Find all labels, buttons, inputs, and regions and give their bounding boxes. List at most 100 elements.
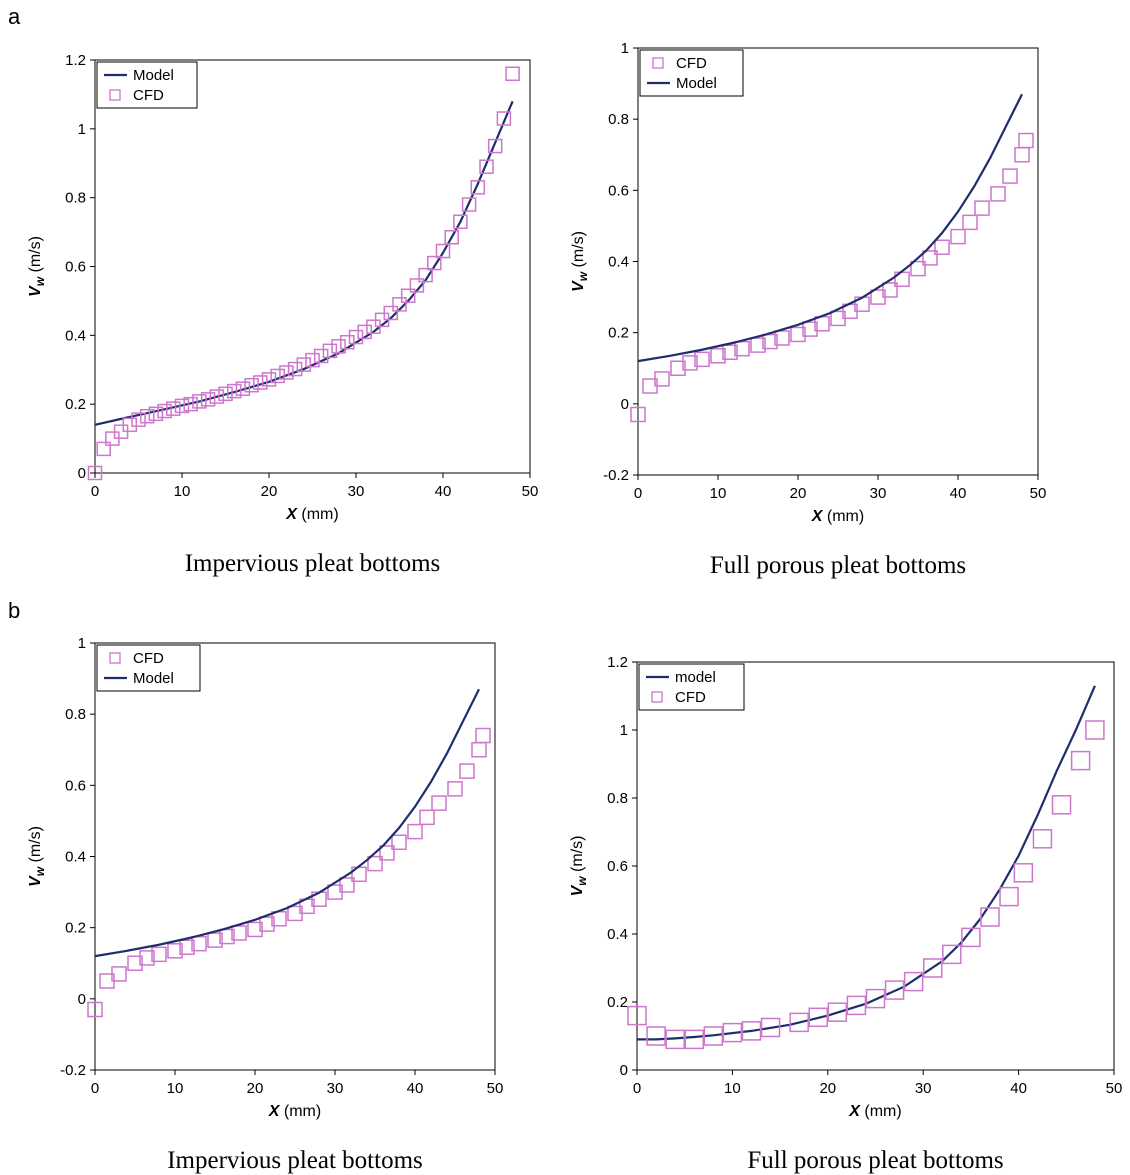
plot-frame bbox=[636, 661, 1115, 1071]
y-tick-label: 0.4 bbox=[608, 254, 629, 271]
legend-label-model: Model bbox=[676, 75, 717, 92]
data-point-cfd bbox=[962, 214, 978, 231]
y-tick-label: 0.6 bbox=[607, 858, 628, 875]
x-axis-label: X (mm) bbox=[848, 1103, 901, 1120]
panel-caption: Impervious pleat bottoms bbox=[167, 1147, 423, 1174]
legend: CFD Model bbox=[639, 49, 744, 97]
x-tick-label: 30 bbox=[915, 1080, 932, 1097]
legend-label-model: Model bbox=[133, 67, 174, 84]
data-point-cfd bbox=[200, 392, 216, 407]
data-point-cfd bbox=[219, 928, 235, 945]
legend-label-cfd: CFD bbox=[133, 650, 164, 667]
x-tick-label: 20 bbox=[819, 1080, 836, 1097]
data-point-cfd bbox=[802, 321, 818, 337]
legend-swatch-square bbox=[109, 89, 121, 101]
chart-a-full-porous: 0 10 20 30 40 50 -0.2 0 0.2 0.4 0.6 0.8 1 X (mm) Vw (m… bbox=[570, 40, 1046, 579]
data-point-cfd bbox=[418, 267, 433, 283]
data-point-cfd bbox=[383, 305, 399, 321]
data-point-cfd bbox=[630, 406, 646, 423]
data-point-cfd bbox=[167, 943, 183, 959]
chart-b-impervious: 0 10 20 30 40 50 -0.2 0 0.2 0.4 0.6 0.8 1 X (mm) Vw (m… bbox=[27, 635, 503, 1174]
data-point-cfd bbox=[505, 66, 520, 82]
data-point-cfd bbox=[453, 214, 468, 230]
x-axis-label: X (mm) bbox=[268, 1103, 321, 1120]
data-point-cfd bbox=[407, 823, 423, 840]
legend-swatch-square bbox=[652, 57, 664, 69]
panel-caption: Full porous pleat bottoms bbox=[710, 552, 966, 579]
series-line-model bbox=[94, 688, 480, 958]
data-point-cfd bbox=[479, 159, 494, 174]
x-tick-label: 20 bbox=[247, 1080, 264, 1097]
series-line-model bbox=[637, 685, 1096, 1041]
data-point-cfd bbox=[392, 297, 407, 312]
data-point-cfd bbox=[96, 441, 111, 457]
data-point-cfd bbox=[665, 1029, 685, 1050]
y-tick-label: 0.6 bbox=[608, 182, 629, 199]
data-point-cfd bbox=[722, 344, 738, 360]
series-cfd bbox=[627, 720, 1105, 1050]
x-tick-label: 10 bbox=[174, 483, 191, 500]
data-point-cfd bbox=[774, 330, 790, 346]
series-model bbox=[637, 685, 1096, 1041]
data-point-cfd bbox=[950, 228, 966, 245]
data-point-cfd bbox=[627, 1005, 647, 1026]
legend-label-cfd: CFD bbox=[676, 55, 707, 72]
data-point-cfd bbox=[148, 406, 164, 422]
data-point-cfd bbox=[461, 197, 477, 212]
y-tick-label: 0.4 bbox=[607, 926, 628, 943]
data-point-cfd bbox=[367, 855, 383, 872]
data-point-cfd bbox=[87, 1001, 103, 1018]
x-tick-label: 10 bbox=[724, 1080, 741, 1097]
y-tick-label: 0.8 bbox=[65, 706, 86, 723]
x-tick-label: 40 bbox=[950, 485, 967, 502]
x-tick-label: 40 bbox=[435, 483, 452, 500]
data-point-cfd bbox=[884, 980, 905, 1000]
x-tick-label: 40 bbox=[1010, 1080, 1027, 1097]
data-point-cfd bbox=[157, 403, 172, 419]
data-point-cfd bbox=[722, 1022, 743, 1043]
data-point-cfd bbox=[209, 389, 225, 404]
data-point-cfd bbox=[646, 1026, 666, 1046]
data-point-cfd bbox=[331, 339, 346, 354]
data-point-cfd bbox=[703, 1026, 724, 1046]
y-tick-label: 0 bbox=[78, 991, 86, 1008]
y-axis-label: Vw (m/s) bbox=[569, 836, 589, 897]
series-cfd bbox=[87, 727, 491, 1018]
data-point-cfd bbox=[470, 180, 486, 195]
data-point-cfd bbox=[174, 398, 190, 414]
data-point-cfd bbox=[865, 988, 886, 1009]
y-tick-label: 0.4 bbox=[65, 849, 86, 866]
data-point-cfd bbox=[447, 781, 463, 797]
data-point-cfd bbox=[261, 372, 277, 387]
data-point-cfd bbox=[348, 329, 364, 345]
data-point-cfd bbox=[139, 408, 155, 424]
data-point-cfd bbox=[942, 944, 962, 965]
series-line-model bbox=[637, 93, 1023, 363]
data-point-cfd bbox=[654, 371, 670, 387]
data-point-cfd bbox=[296, 357, 312, 372]
data-point-cfd bbox=[247, 921, 263, 938]
data-point-cfd bbox=[670, 360, 686, 376]
data-point-cfd bbox=[192, 394, 207, 409]
y-tick-label: 1.2 bbox=[607, 654, 628, 671]
legend-swatch-square bbox=[651, 691, 663, 703]
data-point-cfd bbox=[279, 365, 294, 380]
data-point-cfd bbox=[400, 288, 416, 304]
data-point-cfd bbox=[166, 401, 181, 416]
data-point-cfd bbox=[151, 946, 167, 963]
data-point-cfd bbox=[435, 243, 451, 259]
series-model bbox=[94, 100, 514, 426]
data-point-cfd bbox=[496, 111, 512, 126]
y-tick-label: 0.8 bbox=[607, 790, 628, 807]
y-tick-label: 0.2 bbox=[607, 994, 628, 1011]
data-point-cfd bbox=[762, 333, 778, 350]
series-model bbox=[94, 688, 480, 958]
data-point-cfd bbox=[961, 927, 981, 948]
data-point-cfd bbox=[339, 877, 355, 893]
data-point-cfd bbox=[741, 1021, 762, 1041]
data-point-cfd bbox=[1014, 147, 1030, 163]
data-point-cfd bbox=[427, 255, 442, 271]
legend-label-cfd: CFD bbox=[675, 689, 706, 706]
data-point-cfd bbox=[270, 368, 285, 384]
y-tick-label: 0 bbox=[621, 396, 629, 413]
